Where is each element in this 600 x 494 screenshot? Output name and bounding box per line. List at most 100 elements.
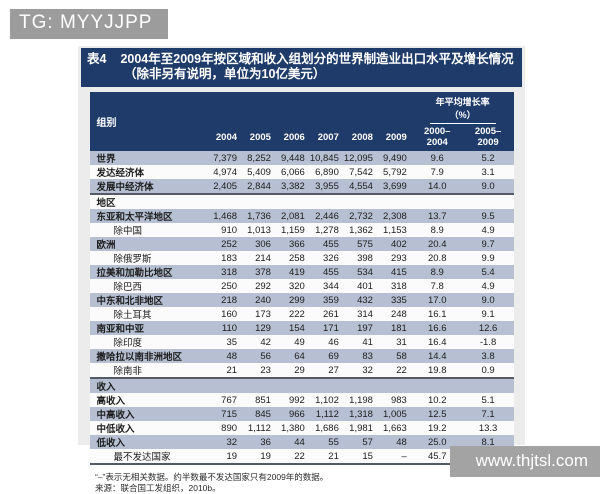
growth-value: 9.0 [462, 293, 514, 307]
row-label: 撒哈拉以南非洲地区 [89, 349, 209, 363]
year-value: 845 [242, 407, 276, 421]
year-value: 44 [275, 435, 310, 449]
year-value: 1,159 [275, 223, 310, 237]
table-row: 中低收入 890 1,112 1,380 1,686 1,981 1,663 19.2 13.3 [89, 421, 514, 435]
table-number: 表4 [87, 52, 107, 66]
year-value: 110 [208, 321, 243, 335]
year-value: 2,732 [343, 209, 378, 223]
growth-value: 3.8 [462, 349, 514, 363]
year-value: 398 [343, 251, 378, 265]
year-value: 3,382 [275, 179, 310, 194]
year-value: 1,102 [309, 393, 344, 407]
growth-value: 12.5 [411, 407, 463, 421]
year-value: 1,736 [242, 209, 276, 223]
growth-value: 16.4 [411, 335, 463, 349]
growth-value: 7.1 [462, 407, 514, 421]
year-value: 42 [242, 335, 276, 349]
row-label: 除土耳其 [89, 307, 209, 321]
year-value: 4,554 [343, 179, 378, 194]
growth-period-header: 2000–2004 [411, 124, 463, 151]
year-value: 48 [377, 435, 412, 449]
year-value: 575 [343, 237, 378, 251]
year-value: 173 [242, 307, 276, 321]
growth-value: 16.6 [411, 321, 463, 335]
year-value: 48 [208, 349, 243, 363]
year-value: 55 [309, 435, 344, 449]
growth-value: 17.0 [411, 293, 463, 307]
row-label: 除南非 [89, 363, 209, 378]
growth-value: 7.9 [411, 165, 463, 179]
year-value: 767 [208, 393, 243, 407]
growth-period-header: 2005–2009 [462, 124, 514, 151]
year-value: 49 [275, 335, 310, 349]
growth-value: 8.9 [411, 265, 463, 279]
row-label: 中东和北非地区 [89, 293, 209, 307]
section-label: 地区 [89, 193, 514, 209]
year-value: 1,112 [242, 421, 276, 435]
growth-value: 8.1 [462, 435, 514, 449]
year-value: 2,844 [242, 179, 276, 194]
table-row: 中东和北非地区 218 240 299 359 432 335 17.0 9.0 [89, 293, 514, 307]
year-value: 1,981 [343, 421, 378, 435]
year-value: 715 [208, 407, 243, 421]
table-row: 撒哈拉以南非洲地区 48 56 64 69 83 58 14.4 3.8 [89, 349, 514, 363]
year-value: 10,845 [309, 151, 344, 165]
table-row: 欧洲 252 306 366 455 575 402 20.4 9.7 [89, 237, 514, 251]
year-value: 21 [208, 363, 243, 378]
year-value: 129 [242, 321, 276, 335]
growth-header-unit: （%） [449, 110, 476, 120]
growth-value: 14.4 [411, 349, 463, 363]
year-value: 9,448 [275, 151, 310, 165]
growth-value: 9.0 [462, 179, 514, 194]
table-row: 拉美和加勒比地区 318 378 419 455 534 415 8.9 5.4 [89, 265, 514, 279]
table-row: 南亚和中亚 110 129 154 171 197 181 16.6 12.6 [89, 321, 514, 335]
year-value: 258 [275, 251, 310, 265]
row-label: 南亚和中亚 [89, 321, 209, 335]
year-value: 222 [275, 307, 310, 321]
growth-value: 9.5 [462, 209, 514, 223]
growth-value: 0.9 [462, 363, 514, 378]
year-column-header: 2008 [343, 124, 378, 151]
year-value: 292 [242, 279, 276, 293]
year-value: 1,362 [343, 223, 378, 237]
header-row-2: 2004 2005 2006 2007 2008 2009 2000–2004 2005–20… [90, 124, 514, 151]
growth-value: 14.0 [411, 179, 463, 194]
growth-value: 9.1 [462, 307, 514, 321]
year-value: 250 [208, 279, 243, 293]
year-value: 5,792 [377, 165, 412, 179]
top-watermark-text: TG: MYYJJPP [19, 12, 153, 33]
year-value: 6,066 [275, 165, 310, 179]
year-value: 22 [275, 449, 310, 465]
year-value: 1,013 [242, 223, 276, 237]
year-value: 890 [208, 421, 243, 435]
table-row: 除南非 21 23 29 27 32 22 19.8 0.9 [89, 363, 514, 378]
year-value: 27 [309, 363, 344, 378]
row-label: 最不发达国家 [89, 449, 209, 465]
year-value: 419 [275, 265, 310, 279]
table-row: 除土耳其 160 173 222 261 314 248 16.1 9.1 [89, 307, 514, 321]
year-value: – [377, 449, 412, 465]
table-row: 除巴西 250 292 320 344 401 318 7.8 4.9 [89, 279, 514, 293]
growth-rate-header-text: 年平均增长率 （%） [429, 95, 496, 124]
year-value: 318 [208, 265, 243, 279]
year-value: 248 [377, 307, 412, 321]
year-value: 1,112 [309, 407, 344, 421]
year-value: 8,252 [242, 151, 276, 165]
year-column-header: 2009 [377, 124, 412, 151]
year-value: 46 [309, 335, 344, 349]
year-value: 2,446 [309, 209, 344, 223]
year-value: 57 [343, 435, 378, 449]
top-watermark-banner: TG: MYYJJPP [10, 9, 169, 39]
year-value: 401 [343, 279, 378, 293]
growth-value: 5.2 [462, 151, 514, 165]
year-value: 344 [309, 279, 344, 293]
header-row-1: 组别 年平均增长率 （%） [89, 92, 514, 151]
year-value: 455 [309, 265, 344, 279]
year-column-header: 2005 [242, 124, 276, 151]
growth-value: 9.9 [462, 251, 514, 265]
bottom-watermark-banner: www.thjtsl.com [449, 446, 600, 477]
year-value: 12,095 [343, 151, 378, 165]
growth-value: 13.3 [462, 421, 514, 435]
year-column-header: 2007 [309, 124, 344, 151]
year-value: 299 [275, 293, 310, 307]
